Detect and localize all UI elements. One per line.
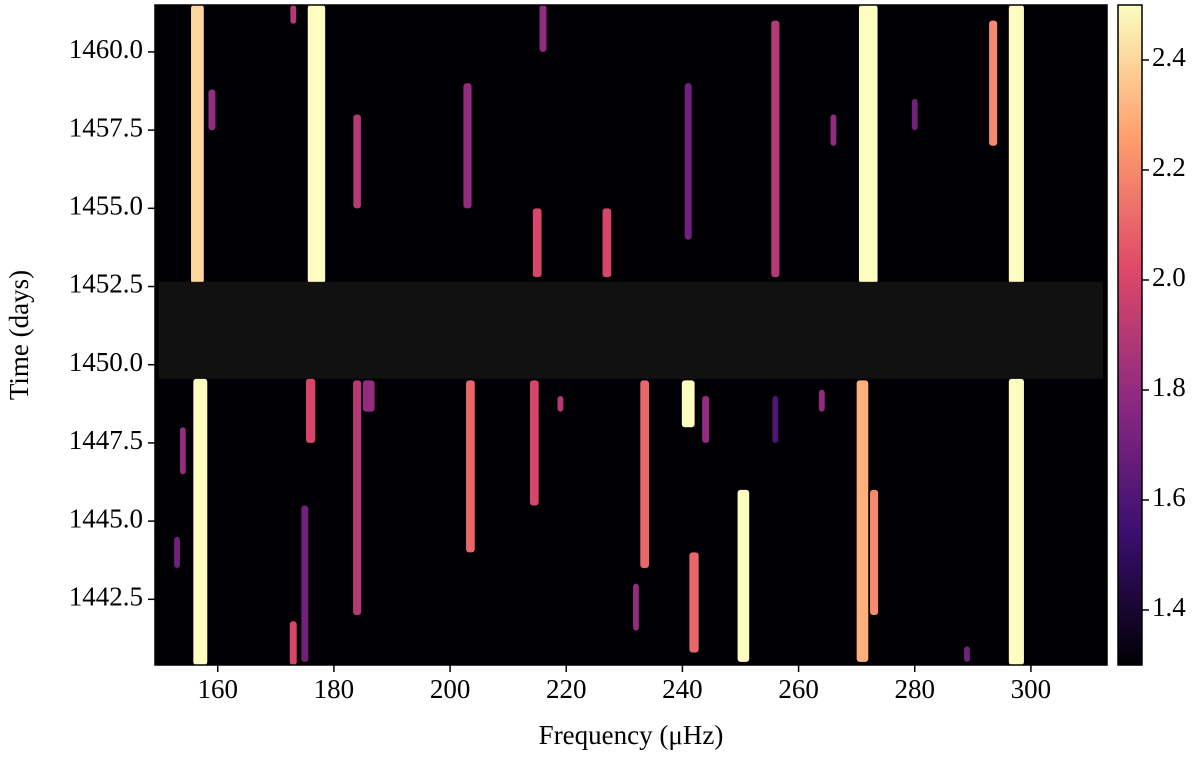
- ridge: [208, 89, 216, 131]
- ridge: [1008, 378, 1024, 665]
- ridge: [466, 380, 475, 553]
- plot-frame: [154, 4, 1108, 666]
- x-tick-label: 280: [894, 674, 935, 704]
- ridge: [174, 536, 180, 569]
- ridge: [289, 621, 297, 665]
- ridge: [771, 20, 780, 278]
- ridge: [830, 114, 837, 146]
- ridge: [772, 395, 779, 443]
- ridge: [529, 380, 539, 506]
- ridge: [307, 5, 326, 284]
- ridge: [989, 20, 998, 146]
- ridge: [640, 380, 650, 569]
- y-tick-label: 1460.0: [69, 34, 143, 64]
- ridge: [557, 395, 564, 412]
- ridge: [856, 380, 869, 662]
- y-tick-label: 1442.5: [69, 582, 143, 612]
- ridge: [684, 83, 692, 240]
- colorbar-tick-label: 1.4: [1152, 592, 1186, 622]
- ridge: [179, 427, 186, 475]
- ridge: [539, 5, 547, 52]
- ridge: [306, 378, 316, 443]
- ridge: [870, 489, 879, 615]
- ridge: [290, 5, 297, 24]
- y-tick-label: 1455.0: [69, 191, 143, 221]
- colorbar-tick-label: 1.8: [1152, 372, 1186, 402]
- colorbar-tick-label: 2.0: [1152, 262, 1186, 292]
- ridge: [362, 380, 375, 412]
- ridge: [301, 505, 309, 662]
- ridge: [1008, 5, 1024, 284]
- y-tick-label: 1450.0: [69, 347, 143, 377]
- data-gap: [158, 281, 1103, 379]
- y-axis-label: Time (days): [4, 270, 34, 400]
- ridge: [463, 83, 472, 209]
- x-tick-label: 260: [778, 674, 819, 704]
- ridge: [911, 98, 918, 131]
- y-tick-label: 1457.5: [69, 112, 143, 142]
- y-tick-label: 1452.5: [69, 269, 143, 299]
- ridge: [689, 552, 699, 653]
- x-tick-label: 180: [314, 674, 355, 704]
- ridge: [964, 646, 970, 662]
- ridge: [681, 380, 695, 428]
- ridge: [702, 395, 710, 443]
- ridge: [818, 389, 825, 412]
- ridge: [191, 5, 204, 284]
- ridge: [353, 114, 361, 209]
- ridge: [532, 208, 542, 278]
- x-axis-label: Frequency (μHz): [539, 720, 724, 750]
- colorbar-tick-label: 2.4: [1152, 42, 1186, 72]
- ridge: [737, 489, 750, 662]
- colorbar-tick-label: 1.6: [1152, 482, 1186, 512]
- x-tick-label: 160: [197, 674, 238, 704]
- ridge: [633, 583, 639, 631]
- ridge: [193, 378, 208, 665]
- x-tick-label: 300: [1011, 674, 1052, 704]
- y-tick-label: 1445.0: [69, 503, 143, 533]
- ridge: [858, 5, 878, 284]
- colorbar-tick-label: 2.2: [1152, 152, 1186, 182]
- x-tick-label: 220: [546, 674, 587, 704]
- ridge: [602, 208, 612, 278]
- ridge: [353, 380, 362, 615]
- x-tick-label: 200: [430, 674, 471, 704]
- y-tick-label: 1447.5: [69, 425, 143, 455]
- x-tick-label: 240: [662, 674, 703, 704]
- colorbar: [1117, 4, 1143, 666]
